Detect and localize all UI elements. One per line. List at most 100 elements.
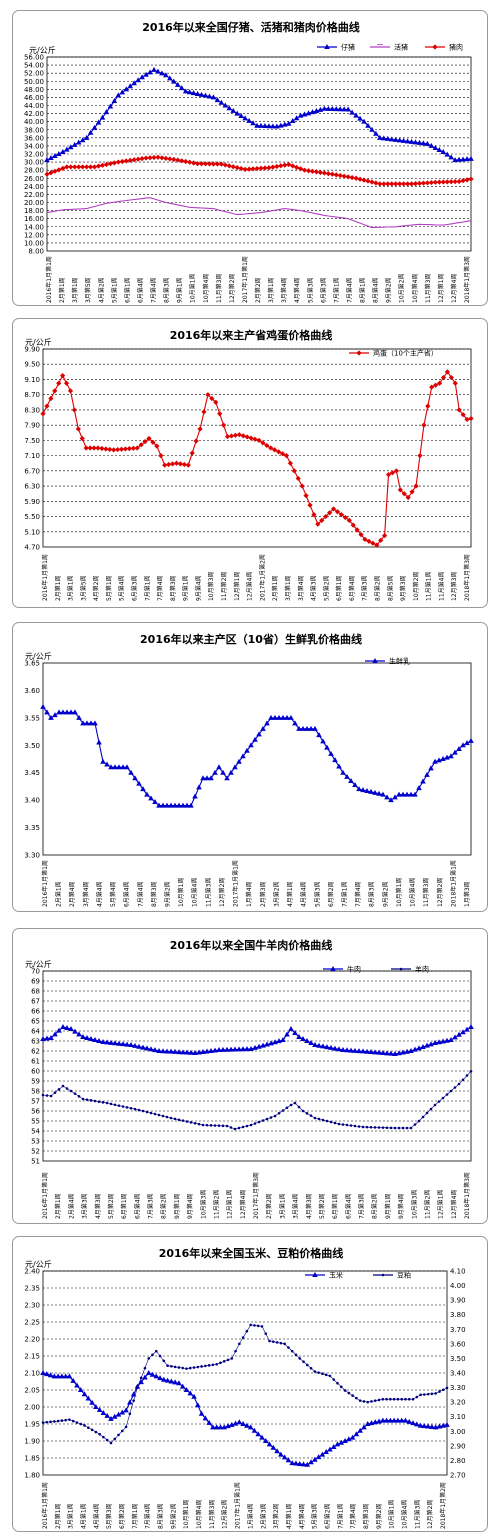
data-point — [325, 171, 331, 177]
y-tick-label: 50.00 — [24, 78, 44, 86]
data-point — [440, 374, 447, 381]
data-point — [99, 114, 106, 120]
data-point — [364, 1048, 370, 1054]
x-tick-label: 5月第2周 — [107, 1193, 115, 1219]
y-tick-label: 59 — [31, 1078, 40, 1086]
data-point — [249, 1123, 253, 1127]
data-point — [56, 709, 62, 715]
data-point — [353, 1124, 357, 1128]
data-point — [103, 109, 110, 115]
x-tick-label: 2018年1月第1周 — [449, 860, 457, 907]
data-point — [40, 1370, 46, 1375]
x-tick-label: 6月第2周 — [327, 881, 335, 907]
x-tick-label: 5月第3周 — [311, 1503, 319, 1529]
x-tick-label: 2018年1月第3周 — [463, 554, 471, 601]
chart-title: 2016年以来主产区（10省）生鲜乳价格曲线 — [140, 632, 362, 646]
data-point — [440, 1038, 446, 1044]
data-point — [71, 141, 78, 147]
y-tick-label: 28.00 — [24, 167, 44, 175]
data-point — [328, 750, 334, 756]
x-tick-label: 4月第4周 — [293, 277, 301, 303]
data-point — [185, 1120, 189, 1123]
data-point — [388, 1050, 394, 1056]
y-tick-label: 26.00 — [24, 175, 44, 183]
data-point — [293, 115, 300, 121]
data-point — [334, 1441, 341, 1447]
data-point — [64, 1418, 67, 1422]
data-point — [429, 1423, 435, 1429]
data-point — [76, 164, 82, 170]
data-point — [209, 1124, 213, 1127]
data-point — [52, 153, 58, 159]
data-point — [298, 1357, 302, 1360]
data-point — [56, 1419, 60, 1423]
data-point — [312, 1456, 318, 1462]
data-point — [226, 163, 232, 169]
y-tick-label: 14.00 — [24, 223, 44, 231]
data-point — [413, 1421, 420, 1427]
chart-title: 2016年以来全国仔猪、活猪和猪肉价格曲线 — [142, 20, 360, 34]
data-point — [452, 380, 458, 386]
x-tick-label: 12月第2周 — [228, 274, 236, 303]
data-point — [395, 1417, 401, 1423]
data-point — [343, 1389, 347, 1392]
data-point — [76, 714, 82, 720]
y-axis-unit: 元/公斤 — [25, 651, 52, 661]
data-point — [47, 1372, 54, 1378]
data-point — [357, 176, 363, 182]
x-tick-label: 11月第4周 — [437, 572, 445, 601]
data-point — [412, 791, 418, 797]
x-tick-label: 9月第4周 — [194, 575, 202, 601]
data-point — [232, 1046, 238, 1052]
data-point — [234, 110, 241, 116]
x-tick-label: 9月第2周 — [385, 277, 393, 303]
x-tick-label: 2月第4周 — [67, 1193, 75, 1219]
data-point — [272, 714, 278, 720]
x-tick-label: 2月第1周 — [54, 1193, 62, 1219]
data-point — [183, 1387, 190, 1392]
data-point — [109, 1102, 113, 1106]
data-point — [424, 1042, 430, 1048]
data-point — [176, 802, 182, 808]
data-point — [313, 1370, 317, 1373]
data-point — [392, 1397, 396, 1401]
x-tick-label: 6月第1周 — [120, 1193, 128, 1219]
x-tick-label: 4月第3周 — [94, 1193, 102, 1219]
data-point — [88, 1036, 94, 1041]
x-tick-label: 11月第3周 — [204, 878, 212, 907]
data-point — [373, 180, 379, 186]
data-point — [457, 1082, 461, 1086]
data-point — [364, 788, 370, 793]
data-point — [120, 1429, 124, 1433]
data-point — [245, 1124, 249, 1128]
data-point — [377, 1126, 381, 1129]
data-point — [132, 1042, 138, 1048]
data-point — [396, 791, 402, 797]
data-point — [270, 123, 276, 129]
x-tick-label: 3月第4周 — [280, 277, 288, 303]
x-tick-label: 11月第1周 — [425, 572, 433, 601]
x-tick-label: 3月第1周 — [284, 575, 292, 601]
x-tick-label: 10月第4周 — [411, 274, 419, 303]
data-point — [57, 1088, 61, 1091]
data-point — [268, 445, 274, 451]
data-point — [242, 166, 248, 172]
data-point — [366, 538, 372, 544]
data-point — [90, 1428, 94, 1432]
data-point — [353, 1431, 360, 1437]
data-point — [254, 165, 260, 172]
data-point — [234, 1349, 237, 1353]
data-point — [84, 164, 90, 170]
data-point — [171, 78, 177, 84]
data-point — [192, 1050, 198, 1055]
data-point — [250, 120, 256, 126]
data-point — [274, 163, 280, 170]
data-point — [448, 374, 454, 381]
data-point — [400, 1049, 406, 1055]
data-point — [136, 1386, 139, 1389]
data-point — [257, 1120, 261, 1124]
data-point — [125, 1106, 129, 1109]
y-axis-unit: 元/公斤 — [25, 1259, 52, 1269]
x-tick-label: 5月第1周 — [105, 575, 113, 601]
data-point — [213, 1124, 217, 1127]
